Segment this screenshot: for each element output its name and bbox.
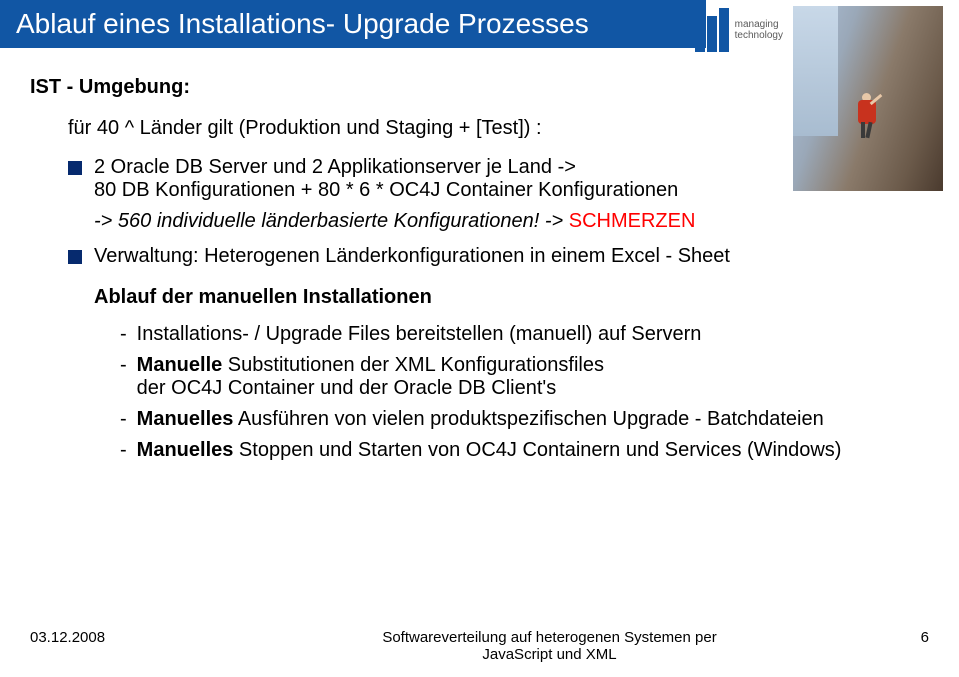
dash-item-4: - Manuelles Stoppen und Starten von OC4J… (120, 439, 929, 462)
company-logo: managing technology (695, 8, 783, 52)
dash-text-3: Manuelles Ausführen von vielen produktsp… (137, 408, 824, 431)
dash-text-2: Manuelle Substitutionen der XML Konfigur… (137, 354, 604, 400)
bullet-text-1: 2 Oracle DB Server und 2 Applikationserv… (94, 156, 678, 202)
arrow-text: -> 560 individuelle länderbasierte Konfi… (94, 210, 563, 232)
logo-text: managing technology (735, 19, 783, 41)
logo-text-line1: managing (735, 19, 783, 30)
sub-heading: Ablauf der manuellen Installationen (94, 286, 929, 309)
footer-center-line1: Softwareverteilung auf heterogenen Syste… (382, 629, 716, 646)
dash-3-rest: Ausführen von vielen produktspezifischen… (233, 408, 823, 430)
bullet-1-line1: 2 Oracle DB Server und 2 Applikationserv… (94, 156, 576, 178)
footer-center: Softwareverteilung auf heterogenen Syste… (250, 629, 849, 663)
slide-title-bar: Ablauf eines Installations- Upgrade Proz… (0, 0, 706, 48)
dash-text-1: Installations- / Upgrade Files bereitste… (137, 323, 702, 346)
logo-bars-icon (695, 8, 729, 52)
dash-2-line2: der OC4J Container und der Oracle DB Cli… (137, 377, 557, 399)
square-bullet-icon (68, 250, 82, 264)
bullet-1-line2: 80 DB Konfigurationen + 80 * 6 * OC4J Co… (94, 179, 678, 201)
dash-text-4: Manuelles Stoppen und Starten von OC4J C… (137, 439, 842, 462)
logo-text-line2: technology (735, 30, 783, 41)
slide-title: Ablauf eines Installations- Upgrade Proz… (16, 8, 589, 39)
dash-item-1: - Installations- / Upgrade Files bereits… (120, 323, 929, 346)
dash-item-3: - Manuelles Ausführen von vielen produkt… (120, 408, 929, 431)
slide-footer: 03.12.2008 Softwareverteilung auf hetero… (0, 629, 959, 663)
dash-icon: - (120, 323, 127, 346)
footer-center-line2: JavaScript und XML (482, 646, 616, 663)
dash-4-bold: Manuelles (137, 439, 234, 461)
schmerzen-text: SCHMERZEN (569, 210, 696, 232)
dash-2-rest: Substitutionen der XML Konfigurationsfil… (222, 354, 604, 376)
square-bullet-icon (68, 161, 82, 175)
dash-4-rest: Stoppen und Starten von OC4J Containern … (233, 439, 841, 461)
footer-date: 03.12.2008 (30, 629, 250, 663)
footer-page-number: 6 (849, 629, 929, 663)
dash-icon: - (120, 354, 127, 400)
climber-icon (855, 96, 879, 140)
dash-2-bold: Manuelle (137, 354, 223, 376)
decorative-photo (793, 6, 943, 191)
dash-3-bold: Manuelles (137, 408, 234, 430)
dash-icon: - (120, 439, 127, 462)
dash-item-2: - Manuelle Substitutionen der XML Konfig… (120, 354, 929, 400)
bullet-text-2: Verwaltung: Heterogenen Länderkonfigurat… (94, 245, 730, 268)
dash-icon: - (120, 408, 127, 431)
arrow-schmerzen-line: -> 560 individuelle länderbasierte Konfi… (94, 210, 929, 233)
bullet-item-2: Verwaltung: Heterogenen Länderkonfigurat… (68, 245, 929, 268)
